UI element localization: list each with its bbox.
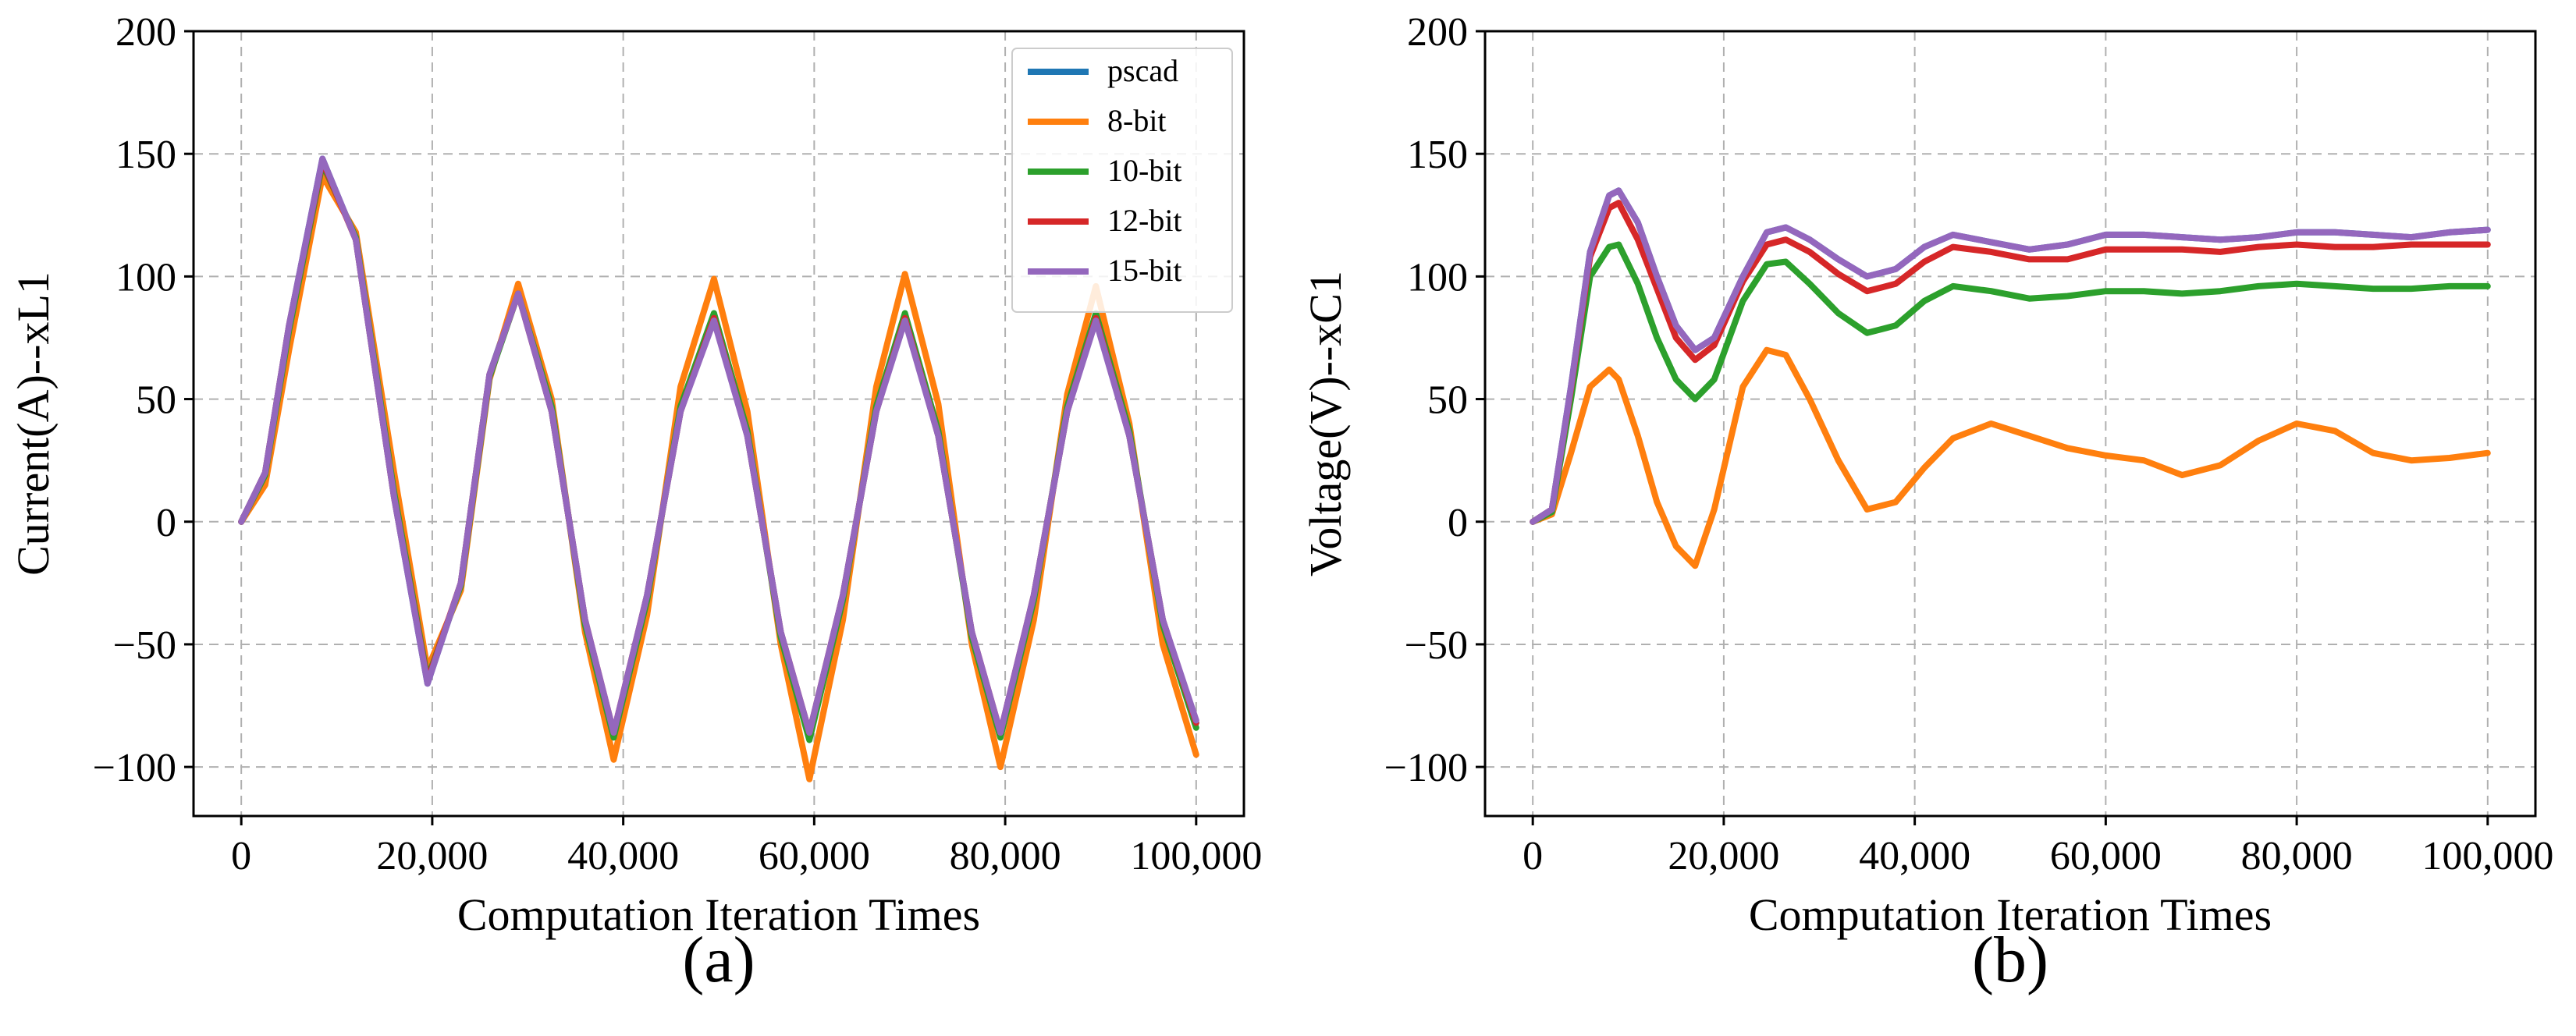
y-tick-label: 150 <box>1407 133 1468 177</box>
legend: pscad 8-bit 10-bit 12-bit 15-bit <box>1011 48 1233 313</box>
y-tick-label: 150 <box>115 133 176 177</box>
y-tick-label: −100 <box>1384 746 1468 790</box>
y-tick-label: 100 <box>1407 255 1468 300</box>
chart-panel-a: 0 20,000 40,000 60,000 80,000 100,000 −100 −50 0… <box>8 10 1262 996</box>
series-line-15-bit <box>1530 187 2491 525</box>
series-line-10-bit <box>1530 241 2491 525</box>
axes-frame <box>1483 30 2537 818</box>
x-tick-label: 40,000 <box>567 834 679 878</box>
x-axis-label: Computation Iteration Times <box>1749 889 2272 940</box>
y-tick-label: 100 <box>115 255 176 300</box>
x-tick-label: 0 <box>231 834 251 878</box>
x-tick-label: 100,000 <box>2421 834 2553 878</box>
legend-entry: 8-bit <box>1107 103 1167 138</box>
x-tick-label: 20,000 <box>1668 834 1779 878</box>
y-axis-label: Voltage(V)--xC1 <box>1300 271 1351 577</box>
x-tick-label: 80,000 <box>950 834 1061 878</box>
panel-label: (b) <box>1972 924 2048 996</box>
y-tick-label: 0 <box>156 501 176 545</box>
series-group <box>238 155 1199 782</box>
chart-panel-b: 0 20,000 40,000 60,000 80,000 100,000 −100 −50 0… <box>1300 10 2553 996</box>
x-axis-label: Computation Iteration Times <box>457 889 980 940</box>
axes-frame <box>192 30 1245 818</box>
legend-box <box>1011 48 1233 313</box>
y-tick-label: 200 <box>115 10 176 55</box>
y-tick-label: −50 <box>113 623 176 668</box>
legend-entry: 12-bit <box>1107 203 1182 238</box>
x-tick-label: 40,000 <box>1859 834 1970 878</box>
legend-entry: 10-bit <box>1107 153 1182 188</box>
series-line-15-bit <box>238 155 1199 736</box>
series-line-12-bit <box>1530 200 2491 525</box>
y-axis-label: Current(A)--xL1 <box>8 271 59 576</box>
legend-entry: pscad <box>1107 53 1178 88</box>
x-tick-label: 80,000 <box>2241 834 2353 878</box>
x-tick-label: 100,000 <box>1130 834 1262 878</box>
y-tick-label: −100 <box>93 746 176 790</box>
panel-label: (a) <box>682 924 755 996</box>
legend-entry: 15-bit <box>1107 253 1182 288</box>
x-tick-label: 60,000 <box>759 834 870 878</box>
x-tick-label: 0 <box>1523 834 1543 878</box>
x-tick-label: 60,000 <box>2050 834 2162 878</box>
series-group <box>1530 187 2491 569</box>
y-tick-label: 50 <box>136 378 176 423</box>
y-tick-label: 200 <box>1407 10 1468 55</box>
y-tick-label: 50 <box>1427 378 1468 423</box>
series-line-8-bit <box>1530 346 2491 569</box>
y-tick-label: −50 <box>1405 623 1468 668</box>
x-tick-label: 20,000 <box>376 834 488 878</box>
y-tick-label: 0 <box>1448 501 1468 545</box>
series-line-pscad <box>1530 187 2491 525</box>
